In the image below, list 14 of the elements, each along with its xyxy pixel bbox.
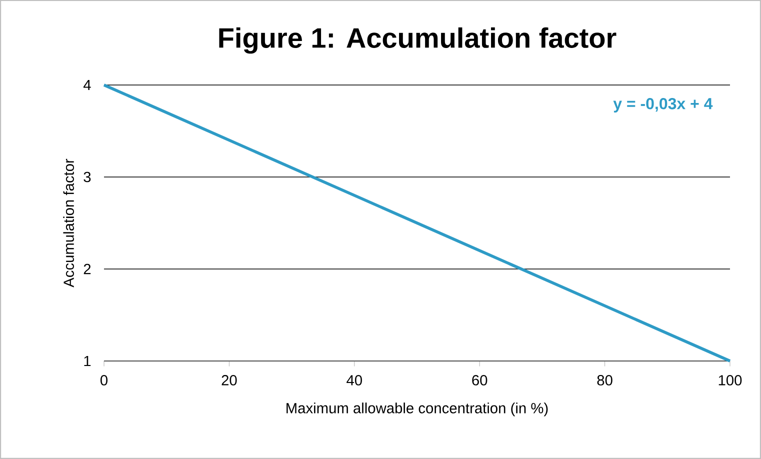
- x-tick-label: 40: [346, 375, 362, 386]
- y-tick-label: 1: [84, 356, 91, 366]
- x-tick-label: 0: [100, 375, 108, 386]
- x-axis-title: Maximum allowable concentration (in %): [286, 402, 548, 416]
- x-tick-label: 60: [472, 375, 488, 386]
- x-tick-label: 20: [222, 375, 237, 386]
- y-tick-label: 3: [84, 172, 91, 182]
- chart-title: Figure 1: Accumulation factor: [219, 27, 616, 54]
- y-tick-label: 2: [84, 264, 91, 274]
- y-axis-title: Accumulation factor: [63, 158, 74, 288]
- x-tick-label: 100: [718, 375, 742, 386]
- x-tick-label: 80: [597, 375, 612, 386]
- y-tick-label: 4: [83, 80, 91, 90]
- annotation: y = -0,03x + 4: [613, 98, 713, 112]
